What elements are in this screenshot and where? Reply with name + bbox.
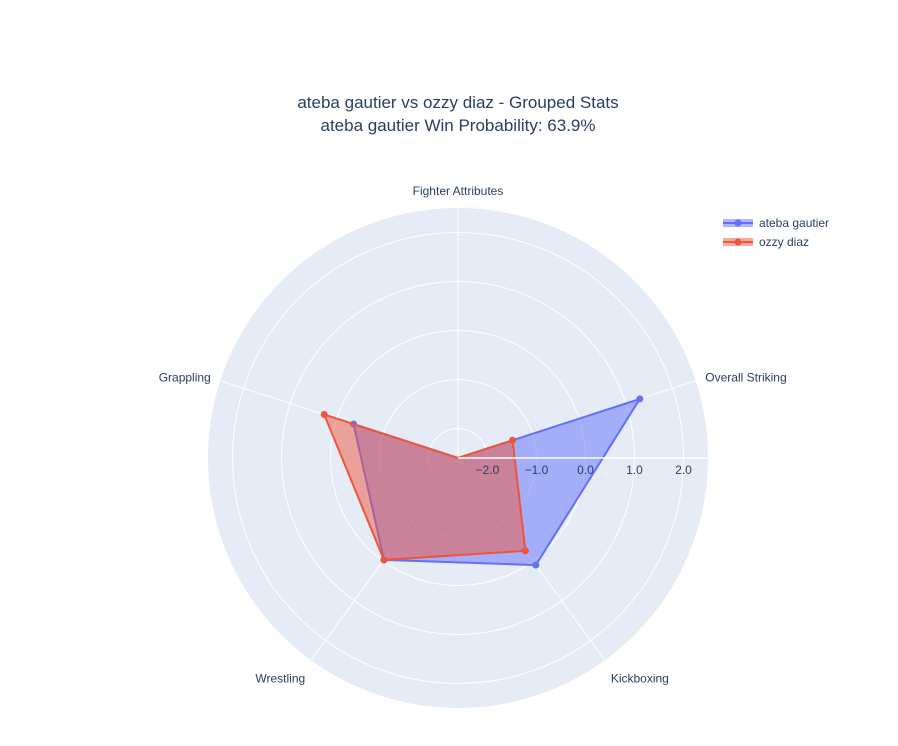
category-label: Overall Striking xyxy=(705,371,786,385)
data-point[interactable] xyxy=(509,436,517,444)
category-label: Fighter Attributes xyxy=(413,184,504,198)
legend-label: ozzy diaz xyxy=(759,235,809,249)
data-point[interactable] xyxy=(380,556,388,564)
legend-marker xyxy=(734,238,742,246)
radial-tick-label: −2.0 xyxy=(476,463,500,477)
series-area-1 xyxy=(322,412,527,561)
radial-tick-label: 0.0 xyxy=(577,463,594,477)
category-label: Kickboxing xyxy=(611,671,669,685)
polar-area: −2.0 −1.0 0.0 1.0 2.0 Fighter Attributes Overa… xyxy=(159,184,787,708)
radial-tick-label: −1.0 xyxy=(525,463,549,477)
legend-item[interactable]: ozzy diaz xyxy=(723,235,809,249)
chart-subtitle: ateba gautier Win Probability: 63.9% xyxy=(321,116,596,135)
category-label: Grappling xyxy=(159,371,211,385)
data-point[interactable] xyxy=(320,411,328,419)
legend-item[interactable]: ateba gautier xyxy=(723,216,829,230)
data-point[interactable] xyxy=(521,547,529,555)
data-point[interactable] xyxy=(636,395,644,403)
radial-tick-label: 1.0 xyxy=(626,463,643,477)
chart-title: ateba gautier vs ozzy diaz - Grouped Sta… xyxy=(297,93,618,112)
radial-tick-label: 2.0 xyxy=(675,463,692,477)
data-point[interactable] xyxy=(532,561,540,569)
legend[interactable]: ateba gautier ozzy diaz xyxy=(723,216,829,249)
legend-label: ateba gautier xyxy=(759,216,829,230)
legend-marker xyxy=(734,219,742,227)
category-label: Wrestling xyxy=(255,671,305,685)
